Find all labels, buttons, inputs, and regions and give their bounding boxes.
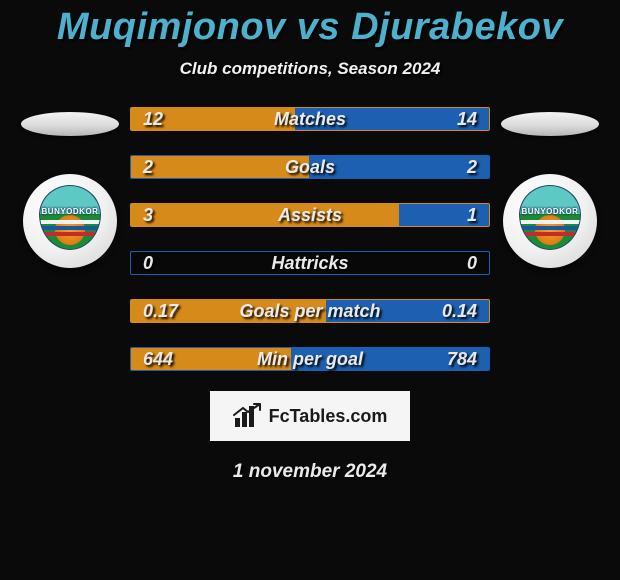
stat-value-right: 2 — [467, 157, 489, 178]
bunyodkor-badge-icon: BUNYODKOR — [39, 185, 101, 257]
stat-row: 3Assists1 — [130, 203, 490, 227]
stat-row: 644Min per goal784 — [130, 347, 490, 371]
stat-value-right: 1 — [467, 205, 489, 226]
page-title: Muqimjonov vs Djurabekov — [0, 0, 620, 49]
stat-value-right: 14 — [457, 109, 489, 130]
vs-text: vs — [297, 6, 340, 48]
stat-label: Matches — [131, 109, 489, 130]
stat-row: 2Goals2 — [130, 155, 490, 179]
player1-club-badge: BUNYODKOR — [23, 174, 117, 268]
stat-row: 0Hattricks0 — [130, 251, 490, 275]
stat-label: Assists — [131, 205, 489, 226]
stat-label: Min per goal — [131, 349, 489, 370]
stat-label: Goals per match — [131, 301, 489, 322]
player1-placeholder-icon — [21, 112, 119, 136]
right-side: BUNYODKOR — [490, 107, 610, 268]
player1-name: Muqimjonov — [57, 6, 286, 48]
infographic-root: Muqimjonov vs Djurabekov Club competitio… — [0, 0, 620, 580]
club-badge-text: BUNYODKOR — [519, 207, 581, 216]
stat-label: Hattricks — [131, 253, 489, 274]
bunyodkor-badge-icon: BUNYODKOR — [519, 185, 581, 257]
stat-row: 12Matches14 — [130, 107, 490, 131]
stat-value-right: 0.14 — [442, 301, 489, 322]
stats-column: 12Matches142Goals23Assists10Hattricks00.… — [130, 107, 490, 371]
brand-text: FcTables.com — [269, 406, 388, 427]
footer-date: 1 november 2024 — [0, 461, 620, 483]
subtitle: Club competitions, Season 2024 — [0, 59, 620, 79]
comparison-body: BUNYODKOR 12Matches142Goals23Assists10Ha… — [0, 107, 620, 371]
player2-placeholder-icon — [501, 112, 599, 136]
fctables-logo-icon — [233, 403, 263, 429]
left-side: BUNYODKOR — [10, 107, 130, 268]
brand-box: FcTables.com — [210, 391, 410, 441]
stat-value-right: 784 — [447, 349, 489, 370]
player2-club-badge: BUNYODKOR — [503, 174, 597, 268]
stat-label: Goals — [131, 157, 489, 178]
stat-row: 0.17Goals per match0.14 — [130, 299, 490, 323]
stat-value-right: 0 — [467, 253, 489, 274]
club-badge-text: BUNYODKOR — [39, 207, 101, 216]
player2-name: Djurabekov — [351, 6, 563, 48]
